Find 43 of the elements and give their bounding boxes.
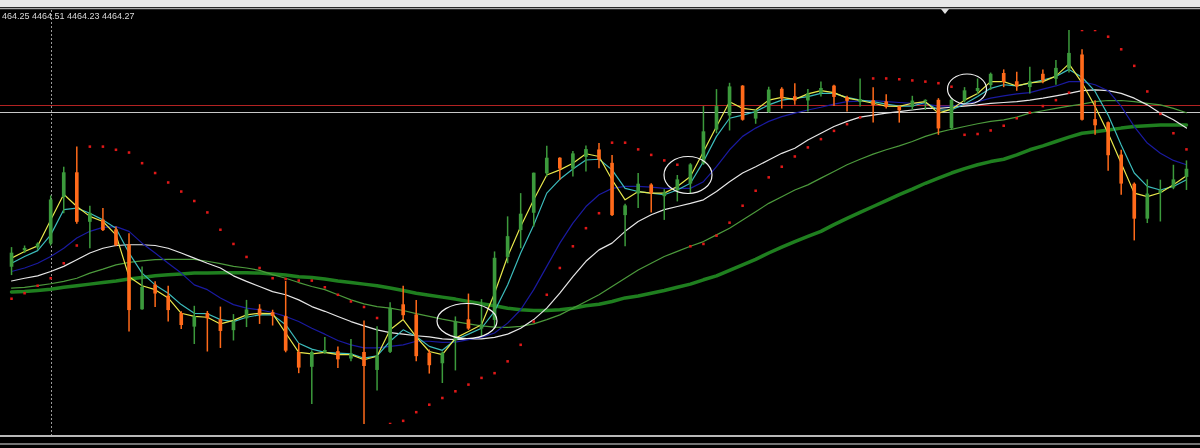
candlestick: [819, 80, 823, 98]
candlestick: [101, 207, 105, 232]
candlestick: [153, 280, 157, 308]
candlestick: [166, 284, 171, 323]
candlestick: [296, 342, 301, 374]
candlestick: [1027, 65, 1032, 95]
candlestick: [518, 192, 523, 250]
candlestick: [858, 77, 862, 108]
candlestick: [375, 325, 379, 392]
candlestick: [140, 265, 144, 311]
candlestick: [362, 319, 366, 425]
candlestick: [571, 150, 575, 178]
candlestick: [584, 144, 588, 173]
candlestick: [845, 95, 849, 113]
candlestick: [1067, 29, 1071, 74]
candlestick: [636, 172, 640, 209]
candlestick: [114, 225, 118, 248]
candlestick: [427, 348, 432, 375]
candlestick: [792, 82, 797, 106]
candlestick: [806, 88, 810, 113]
candlestick: [1171, 164, 1176, 190]
candlestick: [871, 86, 875, 124]
candlestick: [544, 145, 549, 178]
candlestick: [597, 142, 601, 170]
candlestick: [192, 305, 197, 345]
candlestick: [649, 182, 654, 214]
candlestick: [349, 338, 353, 363]
candlestick: [88, 204, 92, 250]
candlestick: [479, 298, 484, 337]
candlestick: [766, 85, 771, 114]
candlestick: [401, 284, 406, 321]
candlestick: [1093, 99, 1097, 136]
candlestick: [779, 86, 784, 110]
candlestick: [336, 345, 340, 369]
candlestick: [309, 349, 314, 405]
candlestick: [662, 188, 667, 221]
candlestick: [1054, 59, 1058, 86]
candlestick: [623, 203, 627, 248]
candlestick: [1014, 71, 1019, 92]
text: 464.25 4464.51 4464.23 4464.27: [2, 11, 135, 21]
candlestick: [832, 84, 836, 107]
candlestick: [323, 336, 327, 355]
candlestick: [558, 156, 562, 181]
